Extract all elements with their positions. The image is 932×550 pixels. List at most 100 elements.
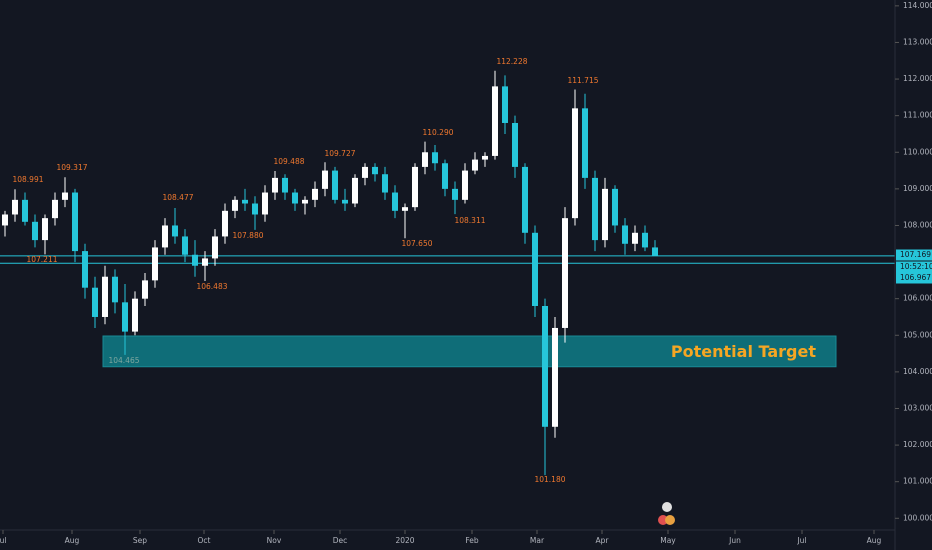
candle-body [522, 166, 528, 233]
candle-body [62, 192, 68, 200]
x-tick-label: Jun [728, 536, 741, 545]
candle-body [602, 188, 608, 241]
y-tick-label: 100.000 [903, 513, 932, 522]
candle-body [532, 232, 538, 306]
y-tick-label: 101.000 [903, 477, 932, 486]
high-low-label: 107.880 [232, 231, 263, 240]
candle-body [272, 177, 278, 193]
candle-body [342, 199, 348, 204]
candle-body [652, 247, 658, 256]
candle-body [372, 166, 378, 175]
high-low-label: 108.311 [454, 216, 485, 225]
high-low-label: 108.991 [12, 175, 43, 184]
candle-body [422, 152, 428, 167]
candle-body [452, 188, 458, 200]
candle-body [32, 221, 38, 241]
candle-body [312, 188, 318, 200]
x-tick-label: Oct [198, 536, 211, 545]
candle-body [262, 192, 268, 215]
y-tick-label: 113.000 [903, 37, 932, 46]
candle-body [552, 327, 558, 427]
candle-body [322, 170, 328, 189]
candle-body [102, 276, 108, 317]
candle-body [112, 276, 118, 303]
candle-body [182, 236, 188, 255]
x-tick-label: 2020 [395, 536, 414, 545]
x-tick-label: May [660, 536, 676, 545]
high-low-label: 108.477 [162, 193, 193, 202]
y-tick-label: 109.000 [903, 184, 932, 193]
candle-body [382, 174, 388, 193]
y-tick-label: 111.000 [903, 111, 932, 120]
candle-body [202, 258, 208, 266]
price-tag [896, 272, 932, 284]
y-tick-label: 105.000 [903, 330, 932, 339]
y-tick-label: 106.000 [903, 294, 932, 303]
candle-body [132, 298, 138, 332]
event-icon [662, 502, 672, 512]
candle-body [512, 122, 518, 167]
candle-body [242, 199, 248, 204]
candle-body [212, 236, 218, 259]
candle-body [472, 159, 478, 171]
candle-body [462, 170, 468, 200]
y-tick-label: 108.000 [903, 220, 932, 229]
candle-body [222, 210, 228, 237]
x-tick-label: ul [0, 536, 6, 545]
x-tick-label: Sep [133, 536, 147, 545]
candle-body [22, 199, 28, 222]
high-low-label: 101.180 [534, 475, 565, 484]
candle-body [192, 254, 198, 266]
high-low-label: 110.290 [422, 128, 453, 137]
candle-body [402, 207, 408, 211]
x-tick-label: Aug [65, 536, 80, 545]
high-low-label: 109.317 [56, 163, 87, 172]
candle-body [172, 225, 178, 237]
high-low-label: 109.488 [273, 157, 304, 166]
candle-body [12, 199, 18, 215]
x-tick-label: Dec [333, 536, 348, 545]
candle-body [352, 177, 358, 204]
x-tick-label: Feb [465, 536, 479, 545]
candle-body [642, 232, 648, 248]
candle-body [302, 199, 308, 204]
y-tick-label: 114.000 [903, 1, 932, 10]
candle-body [332, 170, 338, 200]
candle-body [482, 155, 488, 160]
price-tag-label: 107.169 [900, 250, 931, 259]
price-tag-label: 10:52:10 [900, 262, 932, 271]
candle-body [152, 247, 158, 281]
candle-body [162, 225, 168, 248]
candle-body [632, 232, 638, 244]
high-low-label: 111.715 [567, 76, 598, 85]
x-tick-label: Jul [796, 536, 806, 545]
high-low-label: 104.465 [108, 356, 139, 365]
candle-body [142, 280, 148, 299]
y-tick-label: 110.000 [903, 147, 932, 156]
candle-body [42, 218, 48, 241]
candle-body [82, 251, 88, 288]
candle-body [622, 225, 628, 244]
y-tick-label: 104.000 [903, 367, 932, 376]
high-low-label: 112.228 [496, 57, 527, 66]
candle-body [92, 287, 98, 317]
candle-body [72, 192, 78, 252]
candle-body [562, 218, 568, 328]
candle-body [282, 177, 288, 193]
candle-body [592, 177, 598, 241]
y-tick-label: 103.000 [903, 403, 932, 412]
x-tick-label: Aug [867, 536, 882, 545]
candle-body [52, 199, 58, 219]
candle-body [542, 305, 548, 427]
event-icon [665, 515, 675, 525]
high-low-label: 109.727 [324, 149, 355, 158]
y-tick-label: 102.000 [903, 440, 932, 449]
candle-body [392, 192, 398, 211]
candle-body [492, 86, 498, 156]
event-icon [658, 515, 668, 525]
candle-body [572, 108, 578, 219]
candle-body [442, 163, 448, 189]
high-low-label: 106.483 [196, 282, 227, 291]
x-tick-label: Apr [596, 536, 610, 545]
candle-body [232, 199, 238, 211]
